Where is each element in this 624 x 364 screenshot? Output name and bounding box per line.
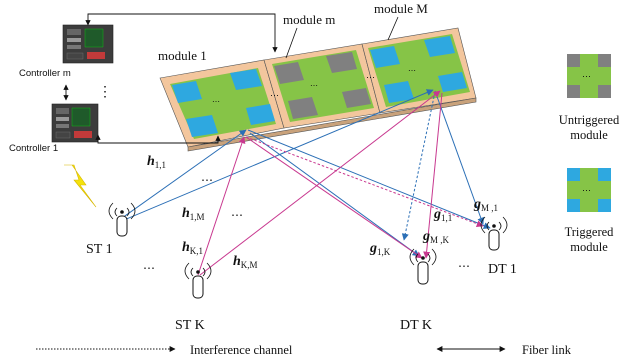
module-1-dots: ⋯	[212, 97, 220, 106]
channel-g-1-K: g1,K	[369, 241, 391, 257]
channel-g-M-K: gM ,K	[422, 229, 450, 245]
controller-m-label: Controller m	[19, 68, 71, 79]
channel-h-K-1: hK,1	[182, 240, 203, 256]
module-1-tile	[186, 115, 218, 137]
dt-K-label: DT K	[400, 318, 432, 333]
channel-g-M-1: gM ,1	[473, 197, 498, 213]
module-M-label: module M	[374, 1, 428, 16]
st-K-antenna-icon	[184, 262, 212, 299]
controller-m-board	[62, 24, 114, 64]
module-m-tile	[288, 97, 318, 119]
triggered-dots: ⋯	[582, 185, 591, 195]
module-M-tile	[438, 72, 467, 92]
module-m-tile	[274, 62, 304, 84]
triggered-label: Triggered module	[565, 225, 615, 254]
module-1-tile	[246, 104, 275, 125]
module-M-dots: ⋯	[408, 66, 416, 75]
dt-dots: ⋯	[458, 259, 470, 273]
channel-h-K-M: hK,M	[233, 254, 258, 270]
legend-interference-label: Interference channel	[190, 343, 293, 357]
module-M-leader	[387, 16, 399, 41]
dt-1-label: DT 1	[488, 262, 517, 277]
module-m-leader	[285, 27, 298, 59]
triggered-module-icon	[567, 168, 611, 212]
ris-surface: ⋯ ⋯ ⋯ ⋯ ⋯	[159, 27, 477, 152]
controller-1-board	[51, 103, 99, 143]
module-1-tile	[172, 81, 202, 103]
st-K-label: ST K	[175, 318, 205, 333]
legend-fiber-label: Fiber link	[522, 343, 572, 357]
between-module-dots: ⋯	[366, 72, 375, 82]
module-M-tile	[384, 81, 414, 103]
channel-h-1-M: h1,M	[182, 206, 205, 222]
untriggered-label: Untriggered module	[559, 113, 620, 142]
between-module-dots: ⋯	[270, 90, 279, 100]
fiber-links	[63, 13, 278, 144]
channel-h-1-1: h1,1	[147, 154, 166, 170]
lightning-icon	[64, 164, 97, 208]
module-m-tile	[326, 52, 357, 73]
st-dots: ⋯	[143, 261, 155, 275]
st-1-label: ST 1	[86, 242, 113, 257]
module-m-dots: ⋯	[310, 81, 318, 90]
stK-paths	[197, 90, 484, 276]
controller-1-label: Controller 1	[9, 143, 58, 154]
module-1-label: module 1	[158, 48, 207, 63]
module-M-tile	[424, 36, 455, 57]
untriggered-dots: ⋯	[582, 71, 591, 81]
controller-vertical-dots: ⋮	[98, 85, 112, 100]
module-m-label: module m	[283, 12, 335, 27]
h-dots-lower: ⋯	[231, 208, 243, 222]
h-dots-upper: ⋯	[201, 173, 213, 187]
module-1-tile	[230, 69, 262, 90]
module-M-tile	[370, 46, 400, 68]
dt-1-antenna-icon	[480, 216, 508, 251]
st1-paths	[121, 89, 491, 257]
st-1-antenna-icon	[108, 202, 136, 237]
dt-K-antenna-icon	[409, 248, 437, 285]
untriggered-module-icon	[567, 54, 611, 98]
channel-g-1-1: g1,1	[433, 207, 452, 223]
module-m-tile	[342, 88, 371, 108]
